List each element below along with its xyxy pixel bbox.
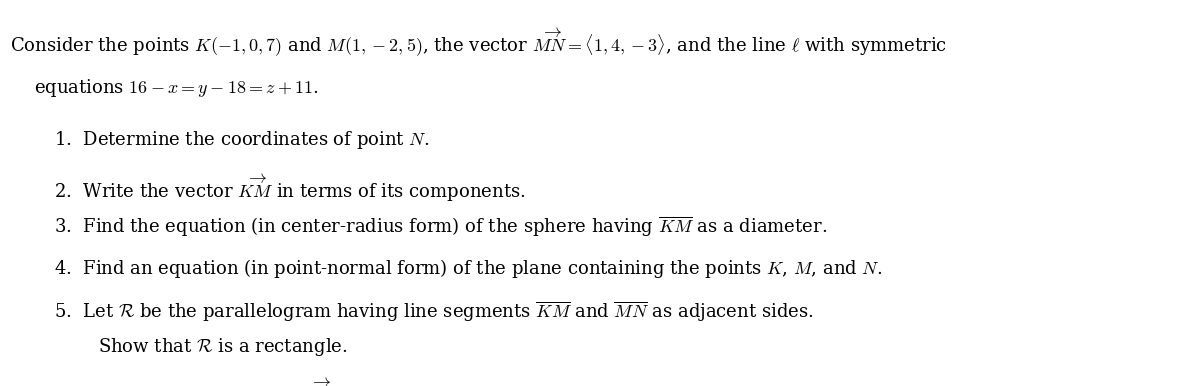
Text: 1.  Determine the coordinates of point $N$.: 1. Determine the coordinates of point $N… [54,129,430,151]
Text: equations $16 - x = y - 18 = z + 11$.: equations $16 - x = y - 18 = z + 11$. [34,77,318,99]
Text: 4.  Find an equation (in point-normal form) of the plane containing the points $: 4. Find an equation (in point-normal for… [54,257,882,280]
Text: 2.  Write the vector $\overrightarrow{KM}$ in terms of its components.: 2. Write the vector $\overrightarrow{KM}… [54,172,526,203]
Text: Consider the points $K(-1, 0, 7)$ and $M(1, -2, 5)$, the vector $\overrightarrow: Consider the points $K(-1, 0, 7)$ and $M… [10,27,947,59]
Text: Show that $\mathcal{R}$ is a rectangle.: Show that $\mathcal{R}$ is a rectangle. [98,336,348,358]
Text: 6.  Determine if the vector $\overrightarrow{KM}$ and the line $\ell$ are parall: 6. Determine if the vector $\overrightar… [54,376,580,386]
Text: 5.  Let $\mathcal{R}$ be the parallelogram having line segments $\overline{KM}$ : 5. Let $\mathcal{R}$ be the parallelogra… [54,299,814,323]
Text: 3.  Find the equation (in center-radius form) of the sphere having $\overline{KM: 3. Find the equation (in center-radius f… [54,214,827,239]
